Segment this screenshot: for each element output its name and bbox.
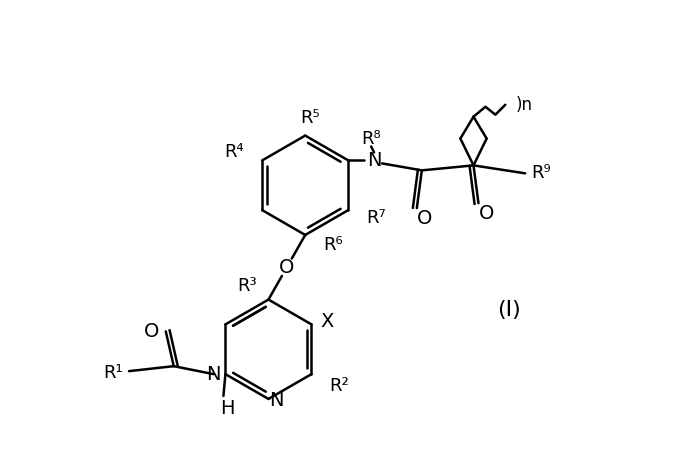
Text: N: N	[269, 392, 284, 410]
Text: O: O	[479, 204, 494, 223]
Text: O: O	[279, 258, 295, 277]
Text: R⁸: R⁸	[361, 130, 381, 147]
Text: R³: R³	[237, 277, 256, 294]
Text: N: N	[206, 365, 221, 384]
Text: R⁶: R⁶	[323, 236, 343, 254]
Text: X: X	[321, 312, 334, 331]
Text: H: H	[220, 399, 235, 419]
Text: O: O	[417, 208, 432, 228]
Text: N: N	[367, 151, 382, 170]
Text: R¹: R¹	[103, 364, 123, 382]
Text: R⁵: R⁵	[301, 109, 320, 127]
Text: R⁷: R⁷	[366, 209, 386, 227]
Text: (I): (I)	[497, 300, 521, 320]
Text: R²: R²	[329, 377, 349, 395]
Text: )n: )n	[515, 96, 532, 114]
Text: R⁹: R⁹	[532, 164, 551, 182]
Text: O: O	[144, 322, 160, 341]
Text: R⁴: R⁴	[225, 143, 244, 162]
